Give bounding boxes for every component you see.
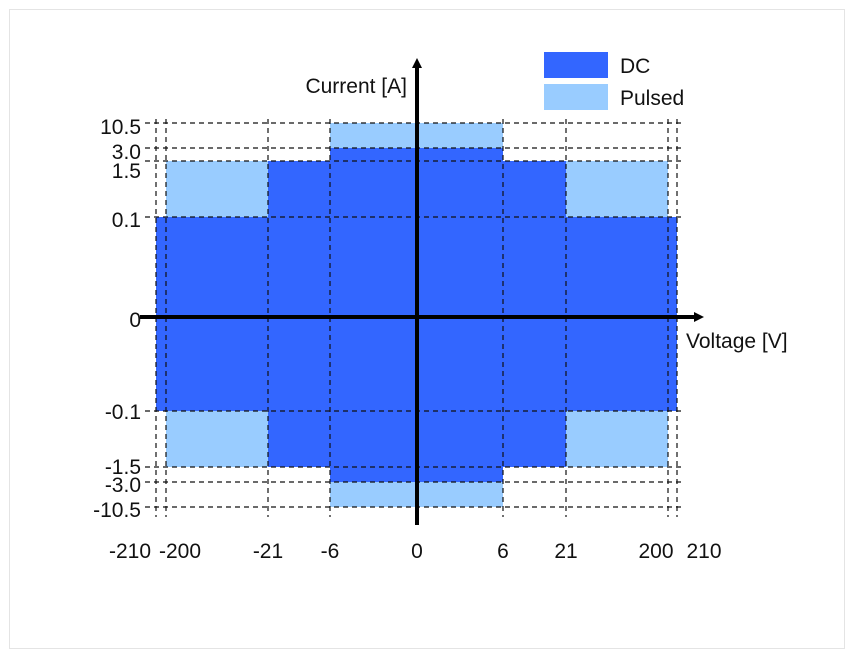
tick-labels-layer: -210 -200 -21 -6 0 6 21 200 210 10.53.01.5 0.1 0 -0.… — [93, 116, 721, 563]
pulsed-region-0 — [166, 161, 268, 217]
y-tick-label: 0 — [129, 309, 141, 332]
y-tick-label: -3.0 — [105, 474, 141, 497]
legend-swatch-dc — [544, 52, 608, 78]
x-tick-label: 21 — [554, 540, 577, 563]
legend-label-pulsed: Pulsed — [620, 87, 684, 110]
x-tick-label: 0 — [411, 540, 423, 563]
axes-layer — [140, 58, 704, 525]
legend-label-dc: DC — [620, 55, 650, 78]
x-tick-label: -200 — [159, 540, 201, 563]
y-tick-label: 0.1 — [112, 209, 141, 232]
x-tick-label: -21 — [253, 540, 283, 563]
y-tick-label: -10.5 — [93, 499, 141, 522]
x-axis-label: Voltage [V] — [686, 330, 788, 353]
pulsed-region-2 — [166, 411, 268, 467]
y-tick-label: 10.5 — [100, 116, 141, 139]
y-axis-label: Current [A] — [305, 75, 407, 98]
pulsed-region-3 — [566, 411, 668, 467]
legend: DC Pulsed — [544, 52, 684, 110]
x-tick-label: -210 — [109, 540, 151, 563]
legend-swatch-pulsed — [544, 84, 608, 110]
y-tick-label: -1.5 — [105, 456, 141, 479]
x-tick-label: -6 — [321, 540, 340, 563]
x-tick-label: 200 — [638, 540, 673, 563]
x-tick-label: 6 — [497, 540, 509, 563]
pulsed-region-1 — [566, 161, 668, 217]
y-tick-label: 1.5 — [112, 160, 141, 183]
y-tick-label: 3.0 — [112, 141, 141, 164]
y-tick-label: -0.1 — [105, 401, 141, 424]
x-tick-label: 210 — [686, 540, 721, 563]
operating-range-chart: -210 -200 -21 -6 0 6 21 200 210 10.53.01.5 0.1 0 -0.… — [93, 52, 788, 563]
